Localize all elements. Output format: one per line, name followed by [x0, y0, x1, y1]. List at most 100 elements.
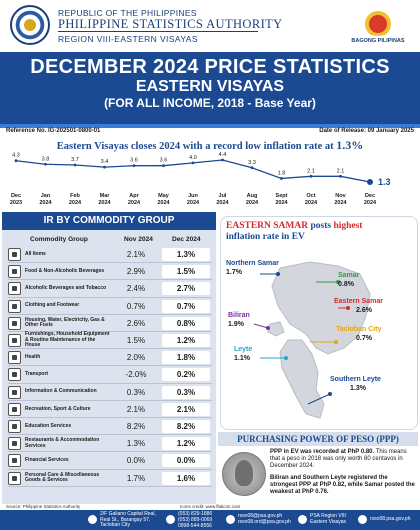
icons-credit: Icons credit: www.flaticon.com	[180, 504, 241, 509]
province-rate-label: 1.1%	[234, 355, 250, 362]
map-title-posts: posts	[310, 221, 332, 231]
header-line1: REPUBLIC OF THE PHILIPPINES	[58, 8, 197, 18]
footer-website[interactable]: rsso08.psa.gov.ph	[370, 516, 411, 522]
commodity-name: Education Services	[25, 422, 72, 429]
x-tick-label-year: 2023	[10, 200, 22, 206]
ir-panel-title: IR BY COMMODITY GROUP	[2, 212, 216, 230]
province-marker	[266, 326, 270, 330]
email-icon	[226, 515, 235, 524]
table-row: Transport -2.0% 0.2%	[8, 366, 212, 384]
data-point	[309, 174, 313, 178]
nov-rate: 1.7%	[126, 473, 146, 483]
commodity-name: Restaurants & Accommodation Services	[25, 437, 100, 449]
footer-address: 2/F Galiano Capital Real, Real St., Bara…	[100, 511, 156, 529]
province-marker	[336, 280, 340, 284]
row-divider	[8, 434, 212, 436]
table-row: Health 2.0% 1.8%	[8, 349, 212, 367]
dec-rate: 1.8%	[162, 351, 210, 365]
row-divider	[8, 330, 212, 332]
row-divider	[8, 279, 212, 281]
row-divider	[8, 485, 212, 487]
footer-facebook[interactable]: PSA Region VIII Eastern Visayas	[310, 513, 347, 525]
data-point	[367, 179, 373, 185]
dec-rate: 2.1%	[162, 402, 210, 416]
psa-seal-center	[24, 19, 36, 31]
data-label: 3.7	[71, 157, 79, 163]
data-label: 3.6	[130, 158, 138, 164]
title-banner	[0, 52, 420, 128]
data-label: 3.8	[42, 156, 50, 162]
dec-rate: 1.3%	[162, 248, 210, 261]
x-tick-label-year: 2024	[98, 200, 111, 206]
province-rate-label: 1.7%	[226, 269, 242, 276]
table-row: Alcoholic Beverages and Tobacco 2.4% 2.7%	[8, 280, 212, 298]
dec-rate: 1.2%	[162, 334, 210, 347]
data-label: 1.8	[278, 170, 286, 176]
commodity-name: Alcoholic Beverages and Tobacco	[25, 285, 107, 292]
province-marker	[334, 340, 338, 344]
province-leader-line	[307, 393, 331, 405]
health-icon	[8, 351, 21, 365]
footer-email-1[interactable]: rsso08@psa.gov.ph	[238, 513, 283, 519]
source-note: Source: Philippine Statistics Authority	[6, 504, 81, 509]
reference-number: Reference No. IG-202501-0800-01	[6, 128, 101, 134]
ppp-p1-bold: PPP in EV was recorded at PhP 0.80.	[270, 449, 375, 455]
data-label: 2.1	[307, 168, 315, 174]
footer-bar	[0, 510, 420, 530]
ppp-title-bar	[218, 432, 418, 446]
province-marker	[328, 392, 332, 396]
nov-rate: 0.3%	[126, 387, 146, 397]
province-rate-label: 0.7%	[356, 335, 372, 342]
nov-rate: 1.3%	[126, 439, 146, 449]
x-tick-label-year: 2024	[39, 200, 52, 206]
header-region: REGION VIII-EASTERN VISAYAS	[58, 34, 198, 44]
commodity-name: Personal Care & Miscellaneous Goods & Se…	[25, 471, 100, 484]
leyte-island-shape	[279, 339, 325, 419]
province-rate-label: 0.8%	[338, 281, 354, 288]
dec-rate: 1.2%	[162, 437, 210, 451]
nov-rate: 0.0%	[126, 456, 146, 466]
x-tick-label-month: May	[158, 193, 170, 199]
inflation-line-chart: 4.3Dec20233.8Jan20243.7Feb20243.4Mar2024…	[10, 152, 391, 206]
row-divider	[8, 451, 212, 453]
data-point	[162, 164, 165, 168]
table-row: Clothing and Footwear 0.7% 0.7%	[8, 298, 212, 315]
table-row: Financial Services 0.0% 0.0%	[8, 452, 212, 470]
nov-rate: -2.0%	[125, 370, 147, 380]
shirt-icon	[8, 299, 21, 313]
data-point	[339, 174, 342, 178]
footer-email-2[interactable]: rsso08.ord@psa.gov.ph	[238, 519, 291, 525]
data-label: 3.4	[101, 159, 109, 165]
x-tick-label-month: Nov	[335, 193, 346, 199]
data-point	[280, 177, 283, 180]
x-tick-label-year: 2024	[128, 200, 141, 206]
dec-rate: 0.3%	[162, 385, 210, 399]
ppp-p2-bold: Biliran and Southern Leyte registered th…	[270, 475, 388, 488]
data-label: 3.3	[248, 160, 256, 166]
row-divider	[8, 262, 212, 264]
dec-rate: 1.6%	[162, 471, 210, 485]
x-tick-label-month: Jul	[219, 193, 227, 199]
commodity-name: Recreation, Sport & Culture	[25, 405, 91, 412]
ppp-title: PURCHASING POWER OF PESO (PPP)	[237, 434, 399, 444]
banner-base-year: (FOR ALL INCOME, 2018 - Base Year)	[104, 96, 316, 110]
phone-icon	[166, 515, 175, 524]
dec-rate: 0.0%	[162, 454, 210, 468]
nov-rate: 2.1%	[126, 250, 146, 259]
footer-phone-1: (053) 829-1886	[178, 511, 213, 517]
ppp-p2-bold-2: Samar posted the weakest at PhP 0.76.	[270, 482, 415, 495]
table-row: Housing, Water, Electricity, Gas & Other…	[8, 315, 212, 332]
x-tick-label-year: 2024	[364, 200, 377, 206]
bagong-pilipinas-logo	[360, 6, 396, 36]
map-title-line1: EASTERN SAMAR posts highest	[226, 221, 362, 231]
map-title-line2: inflation rate in EV	[226, 232, 305, 242]
table-row: Restaurants & Accommodation Services 1.3%…	[8, 435, 212, 453]
x-tick-label-month: Apr	[129, 193, 139, 199]
car-icon	[8, 368, 21, 382]
data-point	[73, 163, 77, 167]
headline-value: 1.3%	[336, 138, 364, 152]
row-divider	[8, 382, 212, 384]
nov-rate: 0.7%	[126, 301, 146, 311]
bottle-icon	[8, 282, 21, 296]
dec-rate: 8.2%	[162, 420, 210, 433]
